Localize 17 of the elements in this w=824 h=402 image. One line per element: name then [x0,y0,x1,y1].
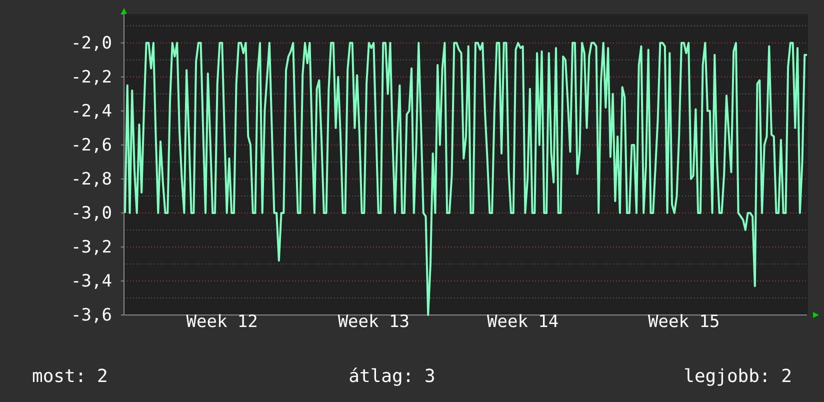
text: átlag: 3 [348,366,436,387]
y-tick-label: -2,8 [71,169,112,190]
line-series [124,42,808,316]
y-tick-label: -3,0 [71,203,112,224]
x-tick-label: Week 12 [186,312,258,332]
x-tick-label: Week 14 [487,312,559,332]
x-tick-label: Week 13 [338,312,410,332]
y-tick-label: -3,4 [71,271,112,292]
y-tick-label: -2,0 [71,33,112,54]
text: most: 2 [32,366,108,387]
y-tick-label: -2,4 [71,101,112,122]
y-tick-label: -2,2 [71,67,112,88]
text: legjobb: 2 [684,366,792,387]
y-tick-label: -3,6 [71,305,112,326]
y-tick-label: -3,2 [71,237,112,258]
x-tick-label: Week 15 [648,312,720,332]
y-tick-label: -2,6 [71,135,112,156]
